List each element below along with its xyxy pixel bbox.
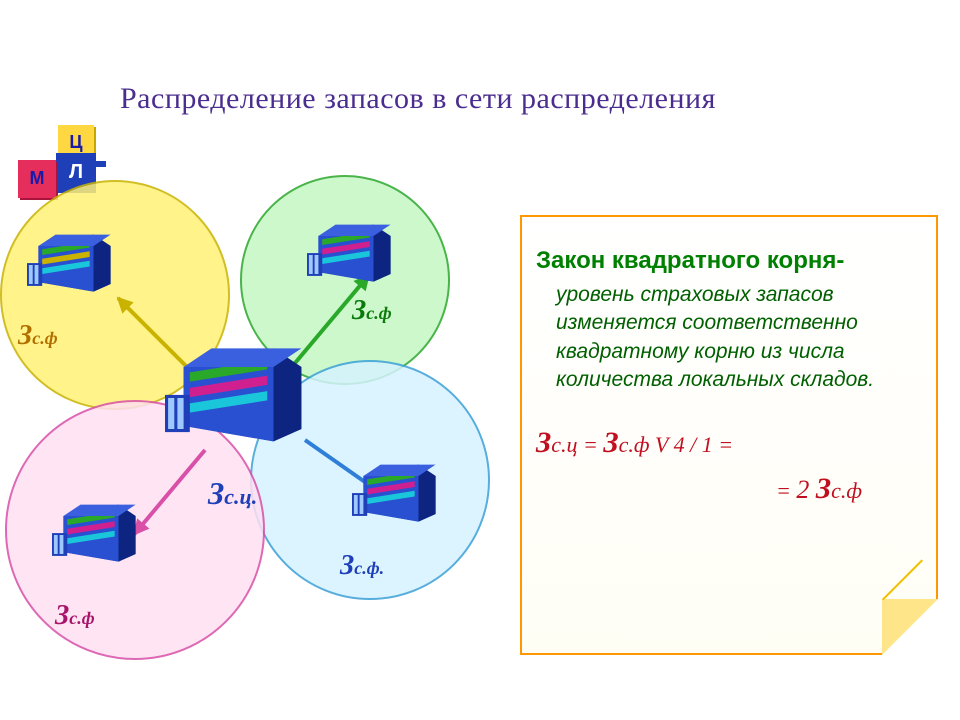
- page-curl-icon: [882, 599, 938, 655]
- branch-warehouse-icon: [52, 497, 138, 564]
- network-diagram: Зс.ф Зс.ф Зс.ф.: [0, 200, 510, 710]
- branch-warehouse-icon: [307, 217, 393, 284]
- branch-label: Зс.ф: [352, 295, 392, 327]
- info-box: Закон квадратного корня- уровень страхов…: [520, 215, 938, 655]
- law-title: Закон квадратного корня-: [536, 247, 922, 275]
- branch-warehouse-icon: [352, 457, 438, 524]
- central-warehouse-icon: [165, 336, 305, 445]
- slide-title: Распределение запасов в сети распределен…: [120, 82, 716, 116]
- formula: Зс.ц = Зс.ф V 4 / 1 = = 2 Зс.ф: [536, 426, 922, 506]
- branch-label: Зс.ф.: [340, 550, 384, 582]
- central-label: Зс.ц.: [208, 475, 257, 512]
- law-body: уровень страховых запасов изменяется соо…: [556, 281, 922, 394]
- branch-warehouse-icon: [27, 227, 113, 294]
- branch-label: Зс.ф: [55, 600, 95, 632]
- logo-letter-m: М: [18, 160, 56, 198]
- branch-label: Зс.ф: [18, 320, 58, 352]
